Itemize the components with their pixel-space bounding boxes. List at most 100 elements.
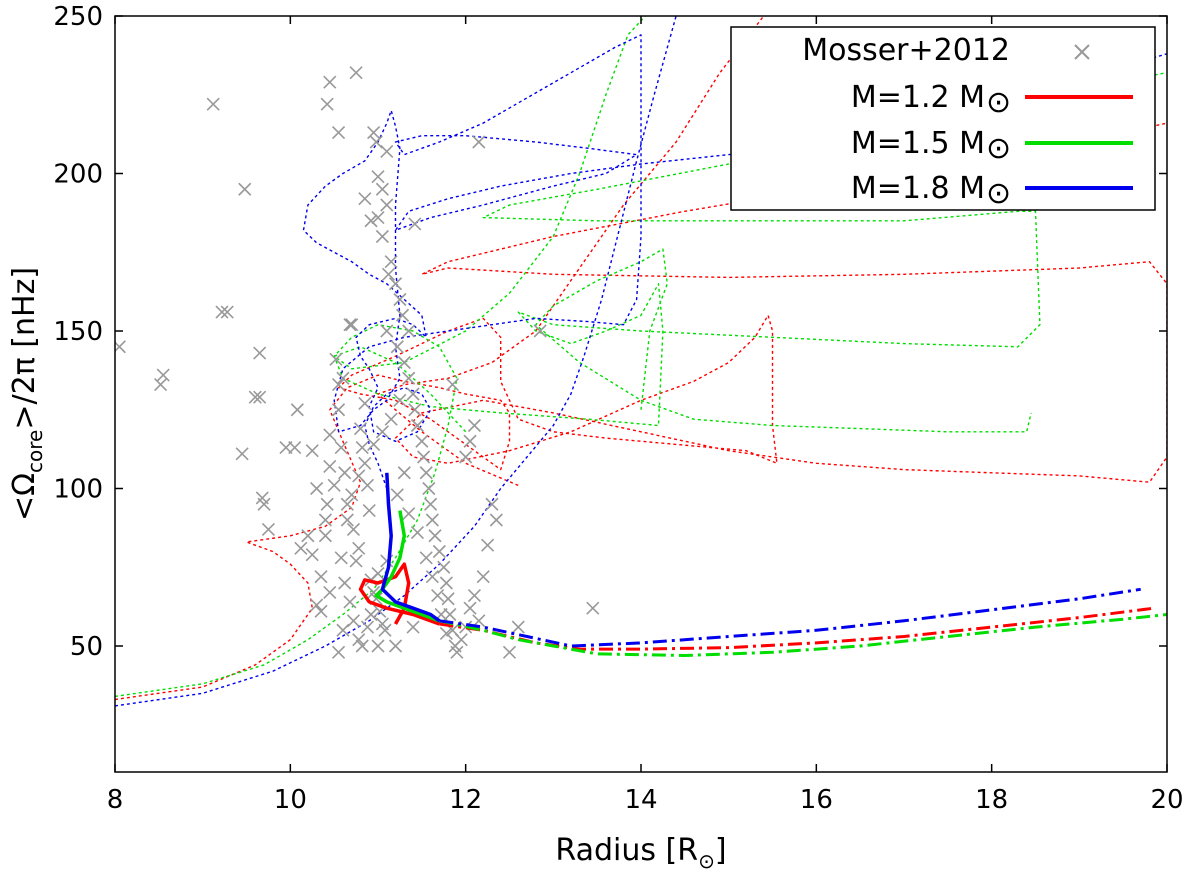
observation-point-56 xyxy=(367,125,381,140)
observation-point-121 xyxy=(360,620,375,634)
observation-point-77 xyxy=(393,393,407,407)
series-m15-dotted2-line xyxy=(333,16,646,433)
x-axis: 8 10 12 14 16 18 20 xyxy=(107,16,1184,815)
observation-point-96 xyxy=(454,633,468,647)
observation-point-15 xyxy=(288,440,302,455)
observation-point-117 xyxy=(343,595,357,609)
observation-point-54 xyxy=(349,66,363,80)
series-m18-solid-line xyxy=(380,472,441,623)
x-tick-label-5: 18 xyxy=(975,785,1008,815)
y-tick-label-3: 200 xyxy=(53,160,103,190)
observation-point-79 xyxy=(410,418,425,433)
observation-point-41 xyxy=(358,396,372,411)
observation-point-31 xyxy=(336,371,350,385)
observation-point-119 xyxy=(352,633,366,647)
observation-point-104 xyxy=(489,513,503,527)
observation-point-124 xyxy=(336,623,350,637)
observation-point-135 xyxy=(419,551,433,565)
observation-point-33 xyxy=(340,497,354,511)
observation-point-20 xyxy=(310,598,324,612)
observation-point-24 xyxy=(323,459,337,474)
observation-point-2 xyxy=(154,377,168,392)
observation-point-122 xyxy=(364,607,378,622)
observation-point-67 xyxy=(381,267,396,281)
x-axis-label: Radius [R⊙] xyxy=(555,833,726,873)
observation-point-89 xyxy=(437,560,451,574)
observation-point-60 xyxy=(375,182,389,196)
observation-point-43 xyxy=(362,503,376,518)
observation-point-128 xyxy=(358,456,372,470)
observation-point-13 xyxy=(261,522,275,537)
observation-point-120 xyxy=(355,639,369,653)
observation-point-75 xyxy=(402,371,416,385)
observation-point-76 xyxy=(406,387,420,401)
observation-point-66 xyxy=(384,255,398,269)
observation-point-81 xyxy=(417,450,431,464)
observation-point-90 xyxy=(439,576,453,590)
observation-point-38 xyxy=(352,541,366,555)
observation-point-107 xyxy=(467,418,481,433)
observation-point-101 xyxy=(476,570,490,584)
observation-point-27 xyxy=(329,352,343,366)
series-m18-dotted-line xyxy=(115,16,677,707)
observation-point-36 xyxy=(346,522,361,537)
observation-point-8 xyxy=(248,390,262,404)
observation-point-69 xyxy=(393,292,407,307)
observation-point-37 xyxy=(349,554,363,568)
observation-point-30 xyxy=(334,440,348,455)
observation-point-139 xyxy=(439,626,453,640)
observation-point-146 xyxy=(305,444,319,458)
observation-point-145 xyxy=(310,481,324,496)
observation-point-58 xyxy=(380,144,394,159)
observation-point-73 xyxy=(390,340,404,354)
observation-point-32 xyxy=(338,466,352,480)
observation-point-10 xyxy=(253,346,267,360)
observation-point-65 xyxy=(375,229,389,244)
observation-point-62 xyxy=(358,192,372,206)
legend-unit-m15: ⊙ xyxy=(986,131,1011,166)
observation-point-35 xyxy=(345,318,359,332)
observation-point-78 xyxy=(408,403,422,417)
y-tick-label-1: 100 xyxy=(53,475,103,505)
plot-content xyxy=(115,16,1167,707)
observation-point-116 xyxy=(338,576,352,590)
observation-point-112 xyxy=(586,601,600,615)
y-axis: 50 100 150 200 250 xyxy=(53,2,1167,662)
legend-label-m12: M=1.2 M xyxy=(851,80,985,115)
observation-point-1 xyxy=(156,368,170,382)
observation-point-84 xyxy=(422,481,436,496)
legend: Mosser+2012 M=1.2 M ⊙ M=1.5 M ⊙ M=1.8 M … xyxy=(730,26,1156,211)
observation-point-109 xyxy=(502,645,517,659)
observation-point-143 xyxy=(318,513,332,527)
observation-point-140 xyxy=(388,639,403,653)
x-tick-label-4: 16 xyxy=(800,785,833,815)
x-tick-label-6: 20 xyxy=(1150,785,1183,815)
y-tick-label-2: 150 xyxy=(53,317,103,347)
observation-point-68 xyxy=(388,277,403,291)
observation-point-50 xyxy=(378,623,392,637)
legend-marker-observations xyxy=(1074,44,1090,60)
y-axis-label: <Ωcore>/2π [nHz] xyxy=(7,267,47,521)
observation-point-85 xyxy=(424,497,438,511)
observation-point-88 xyxy=(432,544,446,559)
observation-point-63 xyxy=(371,211,385,225)
observation-point-114 xyxy=(445,377,460,392)
series-m15-dashdot-line xyxy=(439,613,1167,657)
observation-point-125 xyxy=(340,513,354,527)
observation-point-12 xyxy=(257,497,271,511)
observation-point-34 xyxy=(343,318,357,332)
observation-point-19 xyxy=(305,548,319,562)
observation-point-53 xyxy=(320,97,334,111)
x-tick-label-3: 14 xyxy=(624,785,657,815)
observation-point-80 xyxy=(415,434,429,448)
observation-point-26 xyxy=(327,478,341,492)
observation-point-39 xyxy=(353,422,368,436)
series-m12-solid-line xyxy=(358,562,440,626)
observation-point-83 xyxy=(397,466,411,480)
observation-point-70 xyxy=(395,308,410,322)
observation-point-21 xyxy=(314,604,328,618)
observation-point-87 xyxy=(428,529,442,543)
observation-point-141 xyxy=(371,639,385,653)
series-m18-dashdot-line xyxy=(439,587,1141,648)
